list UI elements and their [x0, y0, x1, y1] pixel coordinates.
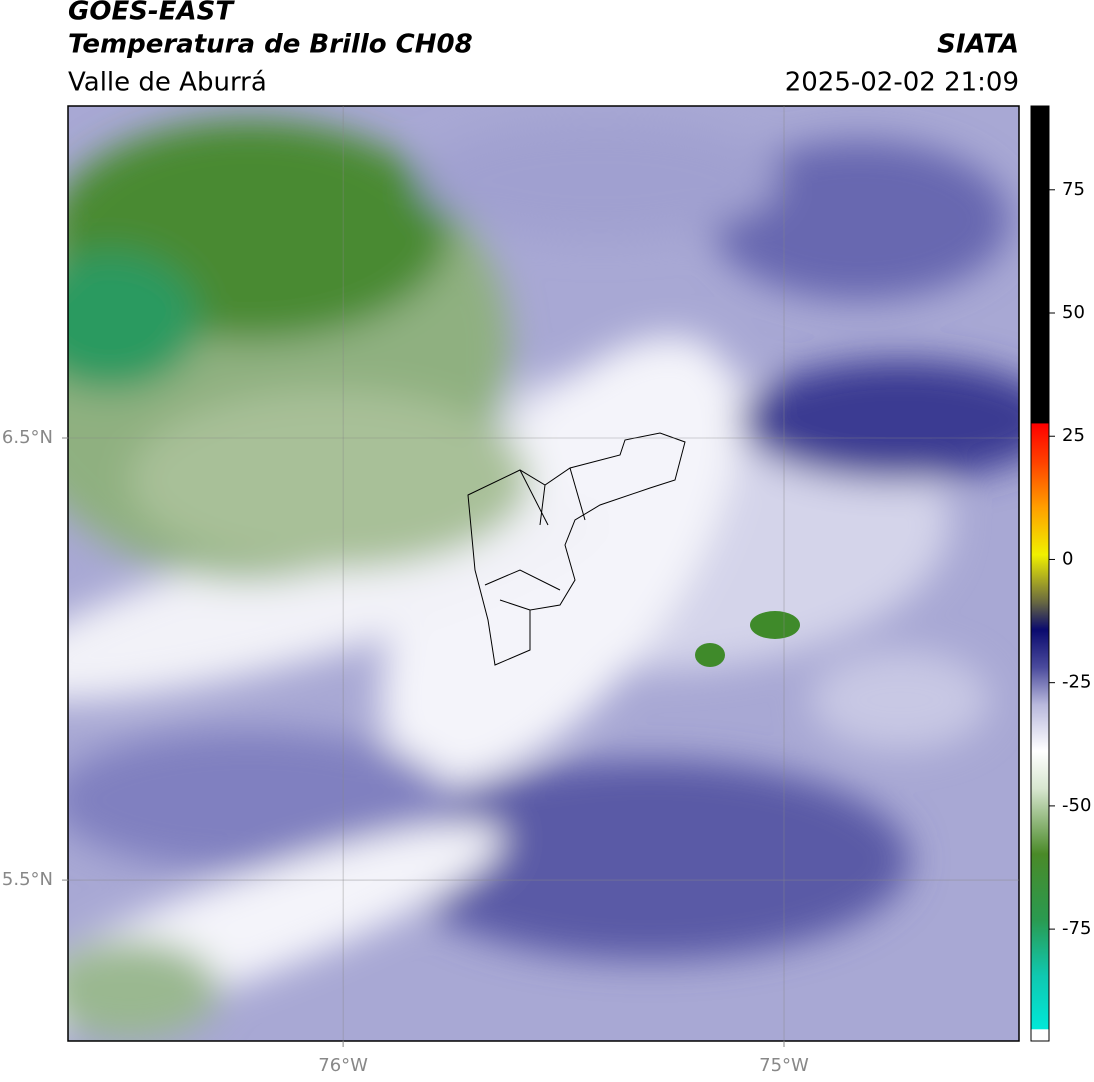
- colorbar: [1030, 105, 1050, 1042]
- title: GOES-EAST: [68, 0, 235, 27]
- datetime: 2025-02-02 21:09: [785, 68, 1019, 98]
- region: Valle de Aburrá: [68, 68, 267, 98]
- y-tick-label: 5.5°N: [2, 869, 53, 890]
- colorbar-tick-label: 75: [1062, 179, 1085, 200]
- x-tick-label: 76°W: [318, 1055, 368, 1076]
- colorbar-tick-label: 50: [1062, 302, 1085, 323]
- map-frame: [67, 105, 1020, 1042]
- municipal-boundaries: [467, 432, 686, 666]
- source: SIATA: [937, 30, 1019, 60]
- subtitle: Temperatura de Brillo CH08: [68, 30, 473, 60]
- map-image: [68, 106, 1019, 1041]
- colorbar-tick-label: 0: [1062, 548, 1073, 569]
- colorbar-tick-label: 25: [1062, 425, 1085, 446]
- y-tick-label: 6.5°N: [2, 427, 53, 448]
- colorbar-tick-label: -25: [1062, 672, 1091, 693]
- x-tick-label: 75°W: [759, 1055, 809, 1076]
- colorbar-tick-label: -75: [1062, 918, 1091, 939]
- colorbar-tick-label: -50: [1062, 795, 1091, 816]
